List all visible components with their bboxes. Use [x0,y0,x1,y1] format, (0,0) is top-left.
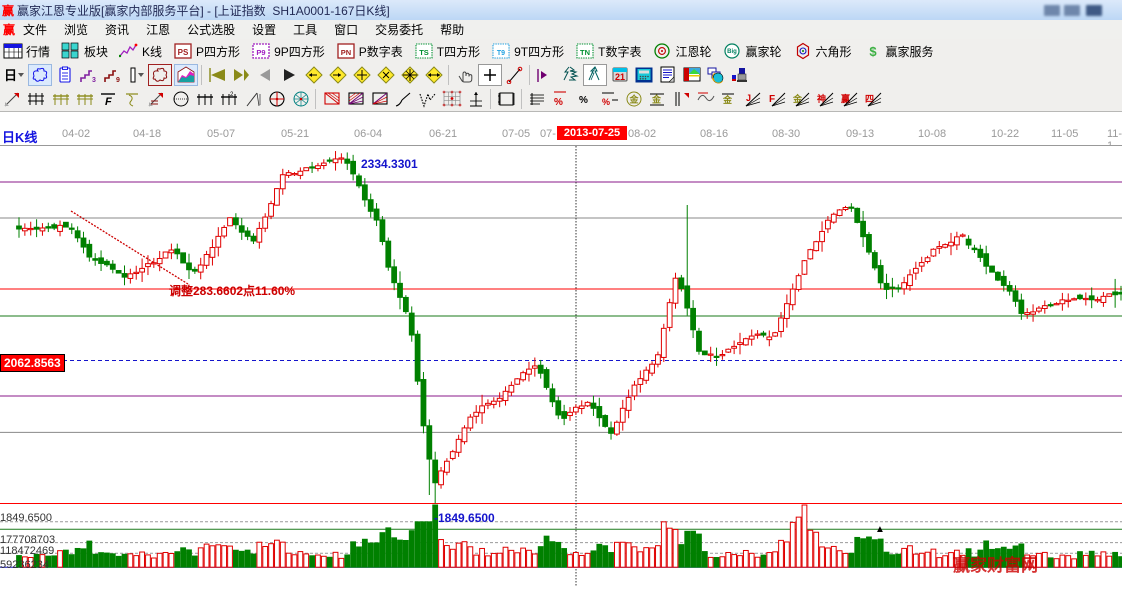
svg-text:Big: Big [728,49,738,55]
svg-text:金: 金 [651,94,662,105]
svg-text:金: 金 [722,94,733,105]
svg-text:赢: 赢 [841,93,850,104]
svg-text:金: 金 [629,94,640,105]
svg-text:21: 21 [615,72,625,82]
svg-text:%: % [579,95,588,106]
svg-text:T9: T9 [497,50,505,57]
svg-text:PN: PN [341,48,351,57]
svg-text:PS: PS [178,48,189,57]
svg-text:%: % [602,97,610,107]
svg-text:F: F [105,96,112,108]
svg-text:9: 9 [116,77,120,84]
svg-text:TN: TN [580,48,590,57]
svg-text:四: 四 [865,94,874,104]
svg-text:$: $ [869,44,877,59]
svg-text:TS: TS [419,48,429,57]
svg-text:P9: P9 [256,48,265,57]
svg-text:%: % [554,97,563,108]
svg-text:3: 3 [92,77,96,84]
svg-text:神: 神 [817,93,826,104]
